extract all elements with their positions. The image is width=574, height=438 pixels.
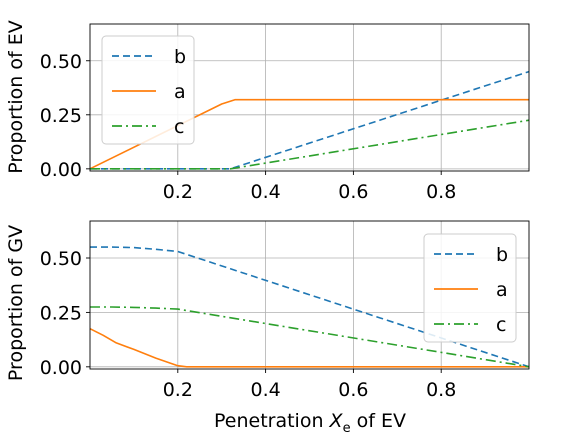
gv-y-axis-label: Proportion of GV bbox=[5, 225, 27, 381]
series-line-b bbox=[90, 246, 530, 368]
legend-label-c: c bbox=[496, 314, 506, 336]
series-line-c bbox=[90, 119, 530, 170]
y-tick-label: 0.50 bbox=[40, 51, 82, 73]
legend: bac bbox=[423, 233, 517, 343]
x-tick-label: 0.4 bbox=[250, 181, 280, 203]
y-tick-label: 0.25 bbox=[40, 302, 82, 324]
legend-label-a: a bbox=[496, 279, 508, 301]
x-tick-label: 0.2 bbox=[163, 181, 193, 203]
series-line-a bbox=[89, 327, 529, 368]
ev-y-axis-label: Proportion of EV bbox=[5, 20, 27, 173]
plot-frame bbox=[89, 23, 530, 172]
y-tick-label: 0.50 bbox=[40, 248, 82, 270]
legend: bac bbox=[101, 35, 195, 145]
legend-label-c: c bbox=[174, 116, 184, 138]
y-tick-label: 0.00 bbox=[40, 159, 82, 181]
x-axis-label: Penetration Xe of EV bbox=[214, 410, 406, 436]
legend-label-a: a bbox=[174, 81, 186, 103]
x-tick-label: 0.2 bbox=[163, 379, 193, 401]
x-tick-label: 0.6 bbox=[338, 379, 368, 401]
legend-box bbox=[423, 233, 517, 343]
gv-proportion-panel: 0.2 0.4 0.6 0.8 0.00 0.25 0.50 bac bbox=[40, 220, 530, 401]
x-tick-label: 0.4 bbox=[250, 379, 280, 401]
plot-frame bbox=[89, 220, 530, 370]
legend-label-b: b bbox=[496, 244, 508, 266]
x-tick-label: 0.8 bbox=[426, 181, 456, 203]
legend-label-b: b bbox=[174, 46, 186, 68]
ev-proportion-panel: 0.2 0.4 0.6 0.8 0.00 0.25 0.50 bac bbox=[40, 23, 530, 203]
x-tick-label: 0.8 bbox=[426, 379, 456, 401]
series-line-c bbox=[90, 306, 530, 368]
legend-box bbox=[101, 35, 195, 145]
y-tick-label: 0.25 bbox=[40, 105, 82, 127]
y-tick-label: 0.00 bbox=[40, 357, 82, 379]
x-tick-label: 0.6 bbox=[338, 181, 368, 203]
